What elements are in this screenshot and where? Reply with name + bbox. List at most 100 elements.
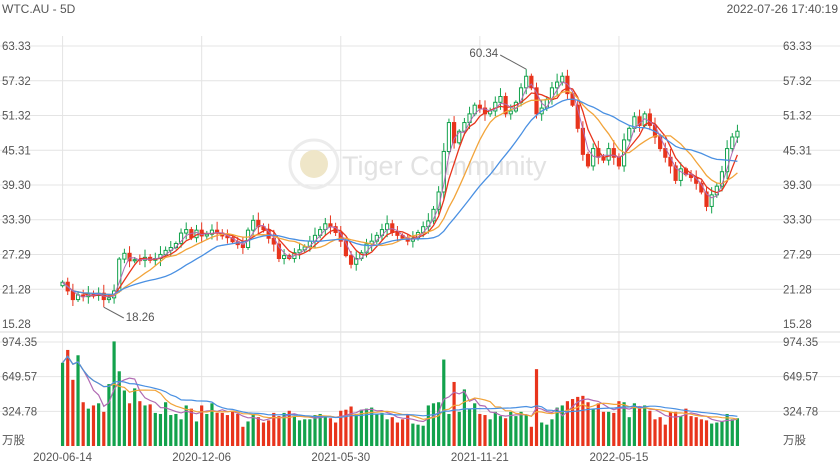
- volume-bar: [287, 410, 291, 446]
- volume-bar: [462, 389, 466, 446]
- volume-bar: [689, 416, 693, 446]
- candle-up: [735, 130, 740, 138]
- candle-up: [441, 150, 446, 193]
- volume-bar: [637, 408, 642, 446]
- volume-bar: [282, 412, 286, 446]
- volume-bar: [730, 419, 734, 446]
- price-tick-right: 39.30: [783, 180, 812, 192]
- volume-bar: [148, 404, 152, 446]
- volume-bar: [679, 416, 683, 446]
- candle-up: [122, 252, 127, 260]
- volume-bar: [643, 405, 647, 446]
- volume-tick-left: 324.78: [2, 406, 37, 418]
- volume-bar: [576, 396, 580, 446]
- axis-labels: 63.33 63.33 57.32 57.32 51.32 51.32 45.31 45.31…: [2, 41, 818, 464]
- volume-bar: [596, 403, 600, 446]
- volume-bar: [504, 418, 508, 446]
- volume-bar: [406, 413, 410, 446]
- volume-bar: [565, 401, 570, 446]
- candle-down: [482, 107, 488, 115]
- volume-bar: [308, 419, 312, 446]
- volume-bar: [138, 401, 142, 446]
- volume-unit-left: 万股: [2, 434, 25, 447]
- volume-bar: [400, 419, 405, 446]
- volume-unit-right: 万股: [783, 434, 806, 447]
- volume-bar: [617, 401, 621, 446]
- candle-up: [709, 194, 714, 207]
- chart-datetime: 2022-07-26 17:40:19: [726, 2, 838, 16]
- candle-up: [524, 75, 529, 89]
- volume-bar: [663, 424, 667, 446]
- volume-ma-10-line: [62, 355, 738, 420]
- candle-up: [251, 219, 256, 231]
- volume-bar: [339, 410, 343, 446]
- candle-down: [611, 148, 616, 158]
- volume-ma-20-line: [62, 355, 738, 419]
- volume-bar: [725, 413, 729, 446]
- candle-up: [132, 259, 137, 262]
- price-tick-right: 57.32: [783, 76, 812, 88]
- volume-bar: [91, 405, 96, 446]
- volume-bar: [622, 402, 626, 446]
- volume-bar: [277, 416, 281, 446]
- volume-layer: [60, 341, 740, 446]
- volume-bar: [97, 403, 101, 446]
- candle-up: [560, 75, 565, 83]
- volume-bar: [328, 418, 333, 446]
- volume-tick-left: 974.35: [2, 337, 37, 349]
- volume-bar: [251, 413, 255, 446]
- price-tick-right: 27.29: [783, 250, 812, 262]
- volume-bar: [581, 395, 585, 446]
- volume-bar: [457, 411, 461, 446]
- volume-bar: [735, 418, 740, 446]
- volume-bar: [694, 417, 698, 446]
- candle-down: [585, 153, 591, 167]
- price-tick-left: 45.31: [2, 145, 31, 157]
- volume-tick-left: 649.57: [2, 372, 37, 384]
- volume-bar: [292, 416, 296, 446]
- ma-3-line: [62, 81, 738, 298]
- candle-down: [451, 122, 457, 144]
- volume-bar: [390, 417, 394, 446]
- candle-up: [627, 127, 632, 141]
- date-tick: 2020-12-06: [172, 452, 231, 464]
- volume-bar: [607, 411, 611, 446]
- volume-bar: [230, 411, 235, 446]
- volume-bar: [395, 422, 400, 446]
- candle-up: [385, 223, 390, 231]
- volume-bar: [380, 412, 384, 446]
- volume-bar: [246, 421, 250, 446]
- price-tick-left: 51.32: [2, 110, 31, 122]
- price-tick-left: 39.30: [2, 180, 31, 192]
- volume-bar: [236, 413, 240, 446]
- date-tick: 2020-06-14: [33, 452, 92, 464]
- price-tick-left: 27.29: [2, 250, 31, 262]
- candle-down: [127, 252, 132, 262]
- volume-bar: [349, 406, 353, 446]
- high-annotation-leader: [499, 54, 527, 70]
- candle-down: [637, 116, 642, 126]
- volume-bar: [107, 384, 111, 446]
- volume-bar: [601, 411, 606, 446]
- volume-bar: [303, 419, 307, 446]
- volume-bar: [133, 388, 137, 446]
- grid-layer: [0, 36, 840, 446]
- candle-down: [477, 104, 482, 109]
- candle-up: [498, 96, 503, 103]
- volume-bar: [117, 371, 121, 446]
- candle-up: [184, 229, 189, 234]
- volume-bar: [648, 410, 652, 446]
- volume-bar: [570, 399, 575, 446]
- volume-bar: [354, 413, 358, 446]
- volume-bar: [550, 419, 554, 446]
- price-tick-right: 45.31: [783, 145, 812, 157]
- candle-down: [529, 75, 534, 89]
- date-tick: 2022-05-15: [590, 452, 649, 464]
- volume-bar: [668, 411, 673, 446]
- volume-moving-averages: [62, 355, 738, 423]
- volume-tick-right: 324.78: [783, 406, 818, 418]
- volume-bar: [519, 411, 523, 446]
- volume-bar: [334, 422, 338, 446]
- volume-bar: [66, 349, 70, 446]
